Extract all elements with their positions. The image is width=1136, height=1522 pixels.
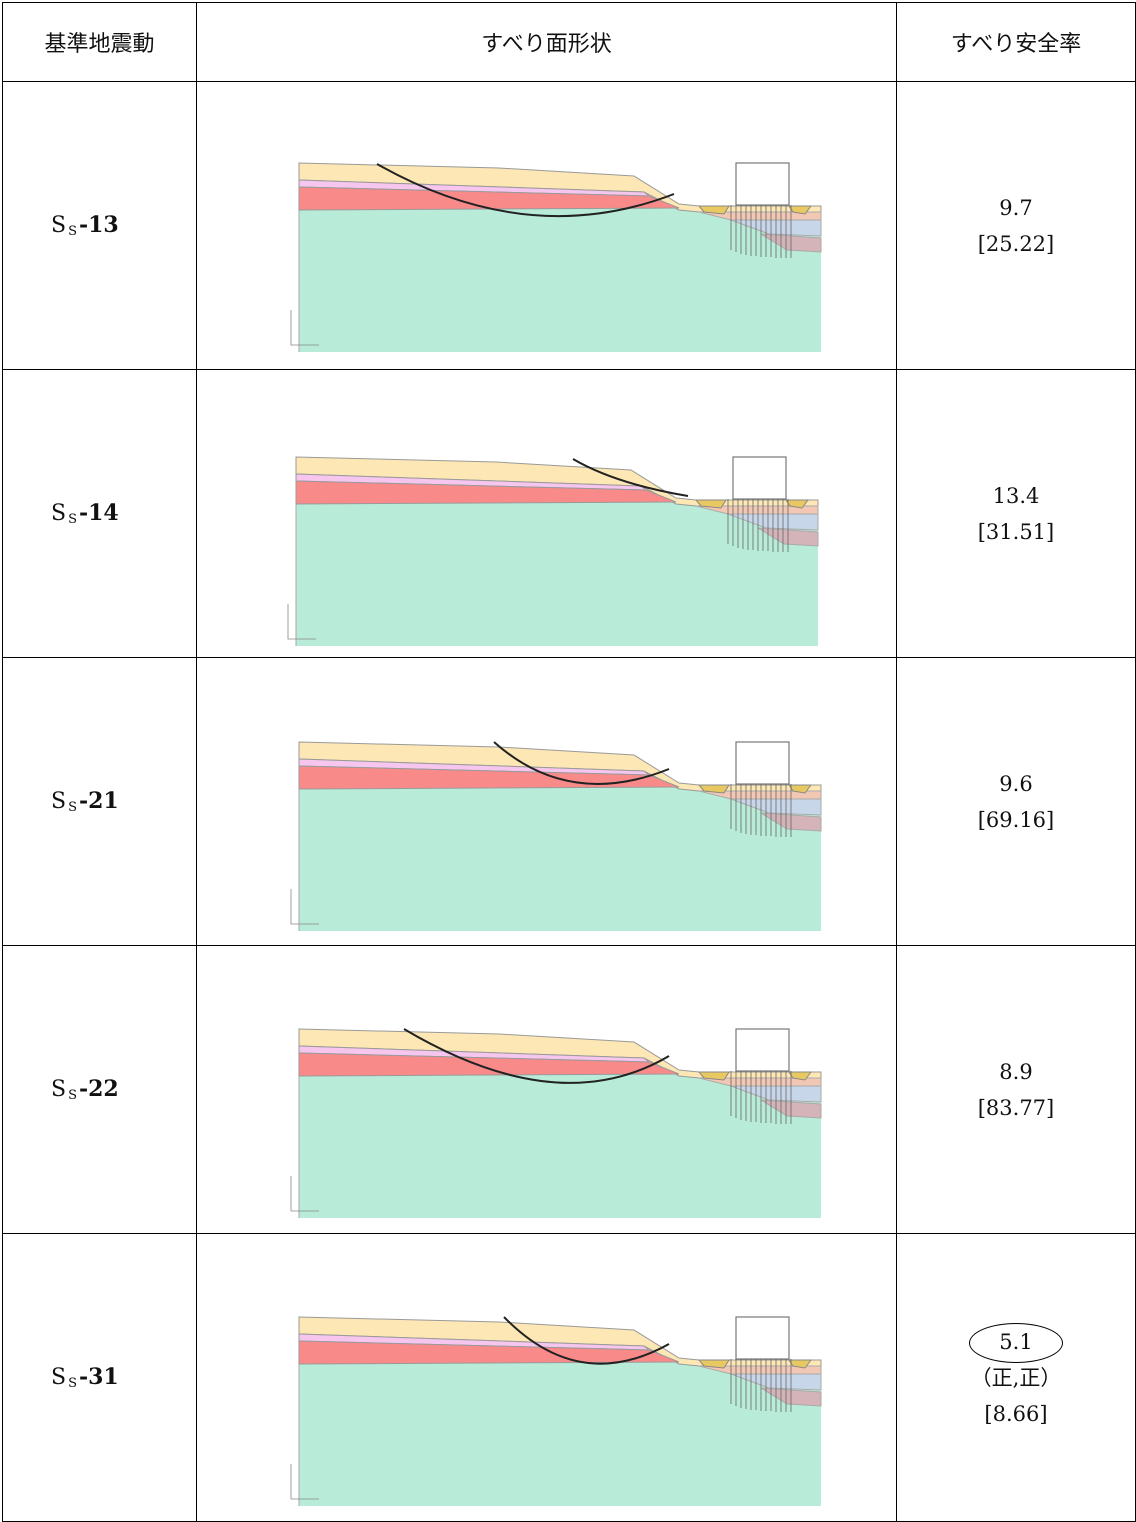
motion-num: -13	[78, 212, 119, 238]
motion-cell: S S-22	[2, 945, 197, 1234]
motion-main: S	[51, 1365, 67, 1390]
motion-sub: S	[68, 1088, 77, 1103]
cross-section	[290, 1316, 822, 1507]
row: S S-14 13.4 [31.51]	[2, 369, 1136, 658]
motion-sub: S	[68, 512, 77, 527]
header-cell: すべり安全率	[896, 2, 1136, 82]
row: S S-21 9.6 [69.16]	[2, 657, 1136, 946]
factor: 9.7	[999, 195, 1033, 220]
factor-cell: 13.4 [31.51]	[896, 369, 1136, 658]
factor-bracket: [25.22]	[977, 231, 1055, 256]
motion-num: -31	[78, 1364, 119, 1390]
factor: 8.9	[999, 1059, 1033, 1084]
factor: 9.6	[999, 771, 1033, 796]
highlight-oval	[969, 1323, 1063, 1363]
motion-main: S	[51, 1077, 67, 1102]
header-row: 基準地震動 すべり面形状 すべり安全率	[2, 2, 1136, 82]
cross-section	[290, 741, 822, 932]
factor-bracket: [31.51]	[977, 519, 1055, 544]
motion-cell: S S-31	[2, 1233, 197, 1522]
factor-cell: 8.9 [83.77]	[896, 945, 1136, 1234]
factor: 13.4	[992, 483, 1040, 508]
motion-num: -14	[78, 500, 119, 526]
factor-cell: 9.7 [25.22]	[896, 81, 1136, 370]
motion-cell: S S-14	[2, 369, 197, 658]
header-cell: 基準地震動	[2, 2, 197, 82]
motion-num: -21	[78, 788, 119, 814]
motion-sub: S	[68, 800, 77, 815]
factor-cell: 5.1 （正,正） [8.66]	[896, 1233, 1136, 1522]
figure-cell	[196, 945, 897, 1234]
header-cell: すべり面形状	[196, 2, 897, 82]
factor-note: （正,正）	[970, 1365, 1062, 1390]
motion-cell: S S-13	[2, 81, 197, 370]
row: S S-31 5.1 （正,正） [8.66]	[2, 1233, 1136, 1522]
row: S S-13 9.7 [25.22]	[2, 81, 1136, 370]
cross-section	[290, 162, 822, 353]
motion-cell: S S-21	[2, 657, 197, 946]
cross-section	[290, 1028, 822, 1219]
cross-section	[287, 456, 819, 647]
motion-sub: S	[68, 224, 77, 239]
factor-bracket: [8.66]	[984, 1401, 1048, 1426]
motion-main: S	[51, 501, 67, 526]
motion-main: S	[51, 789, 67, 814]
factor-bracket: [83.77]	[977, 1095, 1055, 1120]
motion-num: -22	[78, 1076, 119, 1102]
factor-cell: 9.6 [69.16]	[896, 657, 1136, 946]
row: S S-22 8.9 [83.77]	[2, 945, 1136, 1234]
figure-cell	[196, 1233, 897, 1522]
figure-cell	[196, 81, 897, 370]
motion-main: S	[51, 213, 67, 238]
motion-sub: S	[68, 1376, 77, 1391]
figure-cell	[196, 657, 897, 946]
factor-bracket: [69.16]	[977, 807, 1055, 832]
figure-cell	[196, 369, 897, 658]
